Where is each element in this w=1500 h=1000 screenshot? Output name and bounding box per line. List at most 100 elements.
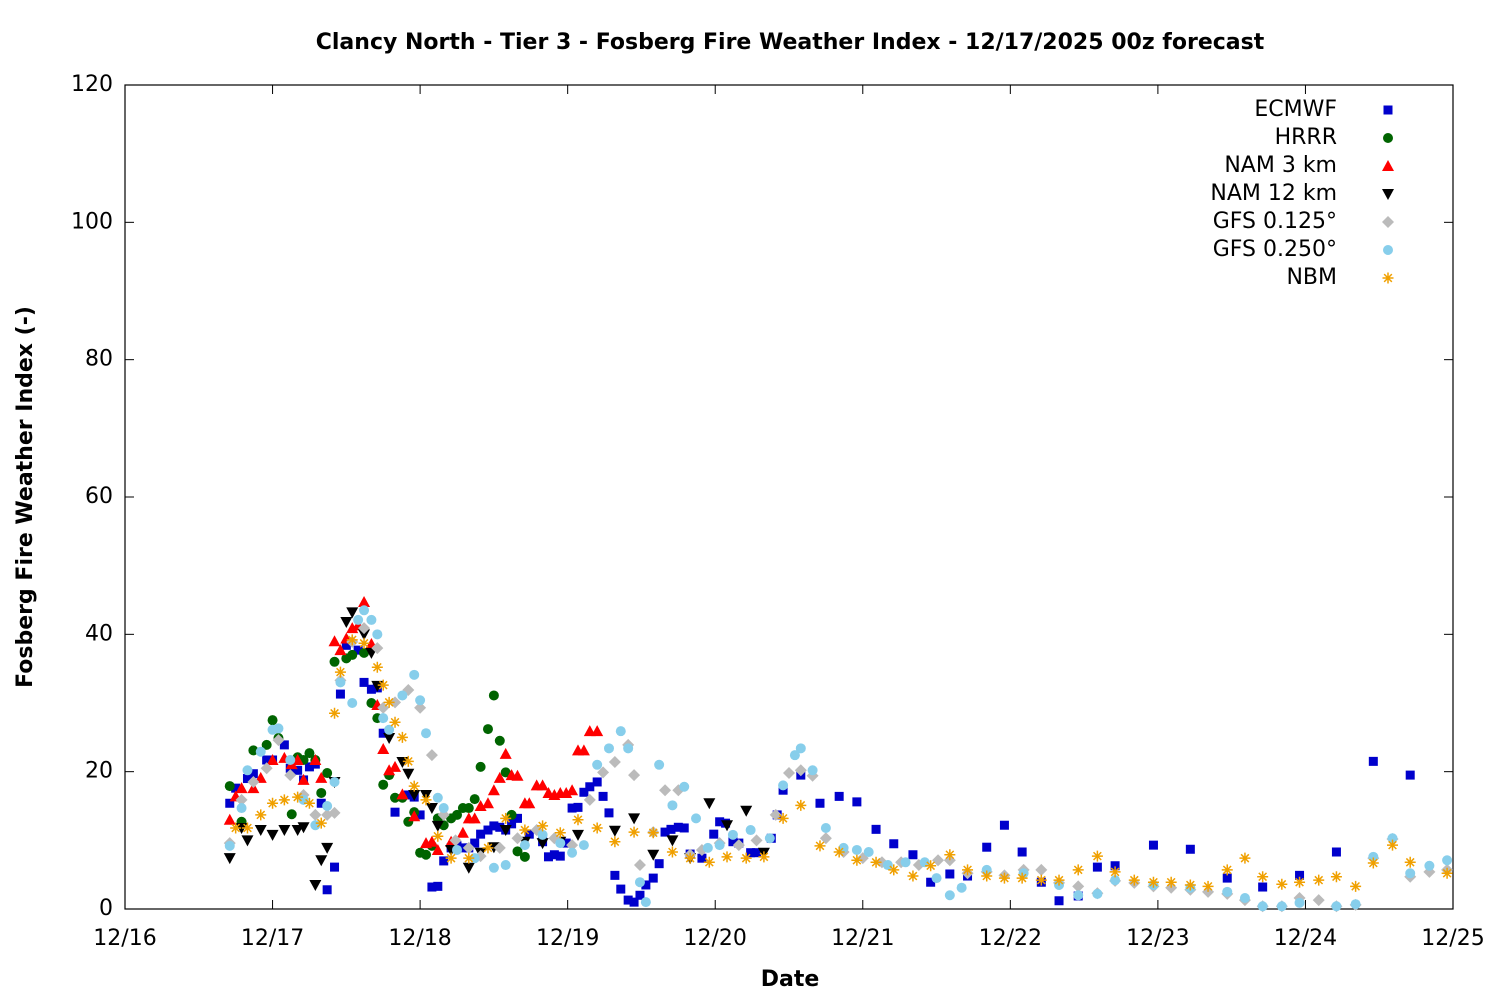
marker bbox=[1072, 864, 1084, 876]
marker bbox=[577, 744, 590, 756]
marker bbox=[871, 824, 881, 834]
marker bbox=[511, 769, 524, 781]
marker bbox=[359, 605, 370, 616]
marker bbox=[462, 862, 475, 874]
x-tick-label: 12/25 bbox=[1421, 926, 1484, 951]
marker bbox=[702, 842, 713, 853]
marker bbox=[1257, 901, 1268, 912]
marker bbox=[366, 684, 376, 694]
marker bbox=[703, 856, 715, 868]
marker bbox=[543, 852, 553, 862]
marker bbox=[566, 839, 579, 852]
marker bbox=[608, 756, 621, 769]
marker bbox=[1294, 897, 1305, 908]
marker bbox=[1054, 896, 1064, 906]
marker bbox=[456, 826, 469, 838]
marker bbox=[254, 771, 267, 783]
marker bbox=[566, 784, 579, 796]
marker bbox=[999, 820, 1009, 830]
marker bbox=[266, 753, 279, 765]
marker bbox=[463, 803, 474, 814]
marker bbox=[721, 851, 733, 863]
marker bbox=[610, 870, 620, 880]
marker bbox=[691, 813, 702, 824]
marker bbox=[648, 873, 658, 883]
marker bbox=[358, 622, 371, 635]
marker bbox=[852, 797, 862, 807]
marker bbox=[439, 856, 449, 866]
marker bbox=[834, 791, 844, 801]
marker bbox=[777, 812, 789, 824]
marker bbox=[1016, 872, 1028, 884]
marker bbox=[795, 799, 807, 811]
y-tick-label: 100 bbox=[71, 209, 113, 234]
marker bbox=[666, 835, 679, 847]
marker bbox=[1405, 770, 1415, 780]
marker bbox=[315, 771, 328, 783]
marker bbox=[507, 819, 517, 829]
marker bbox=[740, 805, 753, 817]
x-tick-label: 12/24 bbox=[1274, 926, 1337, 951]
marker bbox=[794, 764, 807, 777]
marker bbox=[334, 644, 347, 656]
marker bbox=[945, 869, 955, 879]
marker bbox=[224, 840, 235, 851]
marker bbox=[371, 680, 384, 692]
marker bbox=[555, 851, 565, 861]
marker bbox=[431, 843, 444, 855]
marker bbox=[511, 832, 524, 845]
marker bbox=[1313, 874, 1325, 886]
marker bbox=[353, 645, 363, 655]
y-tick-label: 120 bbox=[71, 72, 113, 97]
marker bbox=[578, 840, 589, 851]
marker bbox=[481, 797, 494, 809]
marker bbox=[752, 848, 762, 858]
legend-label: NBM bbox=[1286, 265, 1337, 290]
marker bbox=[359, 647, 370, 658]
marker bbox=[396, 757, 409, 769]
marker bbox=[321, 842, 334, 854]
marker bbox=[483, 825, 493, 835]
marker bbox=[1331, 847, 1341, 857]
marker bbox=[727, 829, 738, 840]
marker bbox=[764, 833, 775, 844]
marker bbox=[255, 809, 267, 821]
marker bbox=[242, 765, 253, 776]
marker bbox=[1350, 880, 1362, 892]
marker bbox=[1387, 833, 1398, 844]
marker bbox=[493, 771, 506, 783]
marker bbox=[807, 765, 818, 776]
marker bbox=[944, 890, 955, 901]
marker bbox=[628, 826, 640, 838]
marker bbox=[493, 841, 506, 854]
marker bbox=[814, 840, 826, 852]
marker bbox=[962, 864, 974, 876]
marker bbox=[452, 844, 462, 855]
marker bbox=[666, 824, 676, 834]
y-tick-label: 60 bbox=[85, 484, 113, 509]
marker bbox=[427, 882, 437, 892]
marker bbox=[567, 803, 577, 813]
y-tick-label: 40 bbox=[85, 621, 113, 646]
marker bbox=[425, 835, 438, 847]
marker bbox=[309, 753, 322, 765]
marker bbox=[633, 859, 646, 872]
marker bbox=[572, 814, 584, 826]
marker bbox=[500, 860, 511, 871]
marker bbox=[944, 849, 956, 861]
marker bbox=[1424, 860, 1435, 871]
legend-marker bbox=[1382, 160, 1394, 171]
marker bbox=[519, 824, 531, 836]
marker bbox=[223, 813, 236, 825]
marker bbox=[489, 821, 499, 831]
x-tick-label: 12/19 bbox=[536, 926, 599, 951]
marker bbox=[230, 822, 242, 834]
marker bbox=[415, 810, 425, 820]
marker bbox=[353, 614, 364, 625]
marker bbox=[537, 829, 548, 840]
legend-label: GFS 0.250° bbox=[1213, 237, 1337, 262]
marker bbox=[634, 877, 645, 888]
marker bbox=[315, 817, 327, 829]
marker bbox=[1018, 868, 1029, 879]
marker bbox=[397, 690, 408, 701]
